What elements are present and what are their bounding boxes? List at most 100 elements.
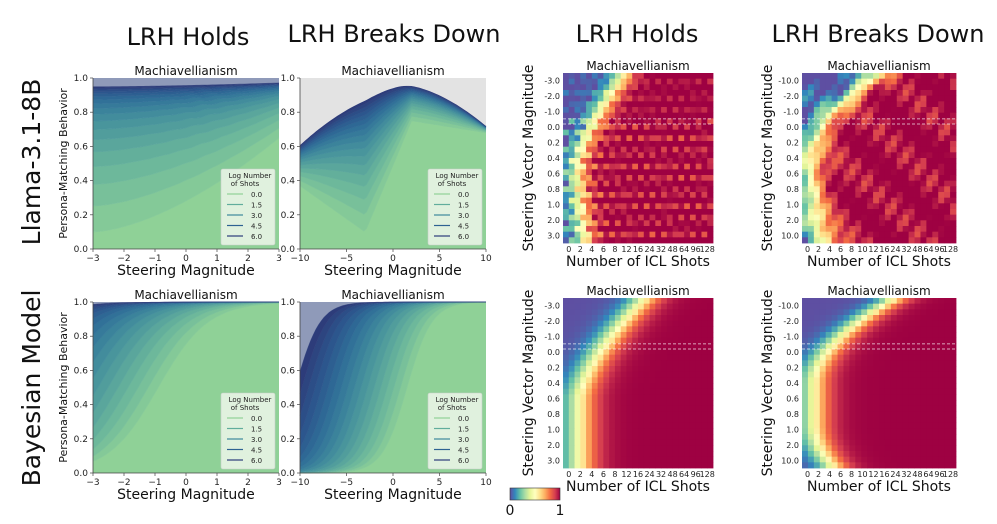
heatmap-cell	[580, 349, 587, 356]
legend-title: of Shots	[231, 404, 260, 412]
heatmap-cell	[867, 400, 874, 407]
heatmap-cell	[632, 112, 639, 119]
heatmap-cell	[950, 203, 957, 210]
heatmap-cell	[843, 428, 850, 435]
heatmap-cell	[879, 388, 886, 395]
heatmap-cell	[580, 152, 587, 159]
heatmap-cell	[597, 175, 604, 182]
heatmap-cell	[620, 405, 627, 412]
heatmap-cell	[609, 320, 616, 327]
heatmap-cell	[837, 118, 844, 125]
heatmap-cell	[632, 309, 639, 316]
heatmap-cell	[867, 445, 874, 452]
heatmap-cell	[932, 107, 939, 114]
heatmap-cell	[837, 326, 844, 333]
heatmap-cell	[586, 197, 593, 204]
heatmap-cell	[684, 78, 691, 85]
heatmap-cell	[849, 411, 856, 418]
heatmap-cell	[867, 209, 874, 216]
heatmap-cell	[580, 422, 587, 429]
heatmap-cell	[643, 394, 650, 401]
heatmap-cell	[661, 337, 668, 344]
heatmap-cell	[884, 186, 892, 193]
area-top	[300, 302, 486, 372]
heatmap-cell	[867, 226, 874, 233]
heatmap-cell	[568, 186, 575, 193]
heatmap-cell	[678, 175, 685, 182]
heatmap-cell	[802, 101, 809, 108]
heatmap-cell	[661, 84, 668, 91]
heatmap-cell	[819, 231, 827, 238]
heatmap-cell	[689, 197, 697, 204]
heatmap-cell	[813, 428, 821, 435]
heatmap-cell	[638, 451, 645, 458]
heatmap-cell	[837, 456, 844, 463]
heatmap-cell	[689, 163, 697, 170]
heatmap-cell	[695, 439, 702, 446]
heatmap-cell	[908, 107, 915, 114]
heatmap-cell	[855, 95, 862, 102]
area-band	[300, 302, 486, 464]
heatmap-cell	[620, 101, 627, 108]
heatmap-cell	[890, 343, 898, 350]
heatmap-cell	[620, 354, 627, 361]
heatmap-cell	[620, 383, 627, 390]
heatmap-cell	[837, 101, 844, 108]
heatmap-cell	[684, 84, 691, 91]
heatmap-cell	[707, 220, 714, 227]
heatmap-cell	[661, 169, 668, 176]
heatmap-cell	[837, 186, 844, 193]
heatmap-cell	[831, 445, 838, 452]
heatmap-cell	[661, 405, 668, 412]
heatmap-cell	[908, 141, 915, 148]
heatmap-cell	[896, 349, 904, 356]
heatmap-cell	[643, 192, 650, 199]
heatmap-cell	[638, 73, 645, 80]
heatmap-cell	[591, 101, 599, 108]
heatmap-cell	[944, 175, 951, 182]
heatmap-cell	[614, 118, 622, 125]
x-tick-label: 12	[868, 470, 878, 479]
heatmap-cell	[902, 298, 910, 305]
heatmap-cell	[920, 388, 927, 395]
heatmap-cell	[580, 73, 587, 80]
heatmap-cell	[614, 320, 622, 327]
heatmap-cell	[849, 422, 856, 429]
heatmap-cell	[661, 371, 668, 378]
heatmap-cell	[672, 107, 679, 114]
heatmap-cell	[614, 90, 622, 97]
heatmap-cell	[649, 95, 656, 102]
heatmap-cell	[689, 226, 697, 233]
heatmap-cell	[831, 394, 838, 401]
heatmap-cell	[867, 326, 874, 333]
heatmap-cell	[649, 298, 656, 305]
heatmap-cell	[649, 360, 656, 367]
heatmap-cell	[802, 337, 809, 344]
heatmap-cell	[944, 163, 951, 170]
heatmap-cell	[707, 309, 714, 316]
heatmap-cell	[932, 101, 939, 108]
heatmap-cell	[802, 315, 809, 322]
heatmap-cell	[574, 405, 581, 412]
heatmap-cell	[807, 163, 815, 170]
heatmap-cell	[609, 146, 616, 153]
heatmap-cell	[902, 337, 910, 344]
heatmap-cell	[837, 158, 844, 165]
heatmap-cell	[944, 129, 951, 136]
heatmap-cell	[689, 428, 697, 435]
heatmap-cell	[563, 203, 570, 210]
heatmap-cell	[580, 220, 587, 227]
heatmap-cell	[586, 129, 593, 136]
heatmap-cell	[678, 360, 685, 367]
plot-title: Machiavellianism	[586, 284, 689, 298]
heatmap-cell	[802, 354, 809, 361]
heatmap-cell	[574, 315, 581, 322]
heatmap-cell	[867, 237, 874, 244]
heatmap-cell	[890, 315, 898, 322]
heatmap-cell	[926, 141, 933, 148]
heatmap-cell	[649, 343, 656, 350]
heatmap-cell	[837, 298, 844, 305]
heatmap-cell	[643, 462, 650, 469]
heatmap-cell	[609, 231, 616, 238]
heatmap-cell	[950, 417, 957, 424]
